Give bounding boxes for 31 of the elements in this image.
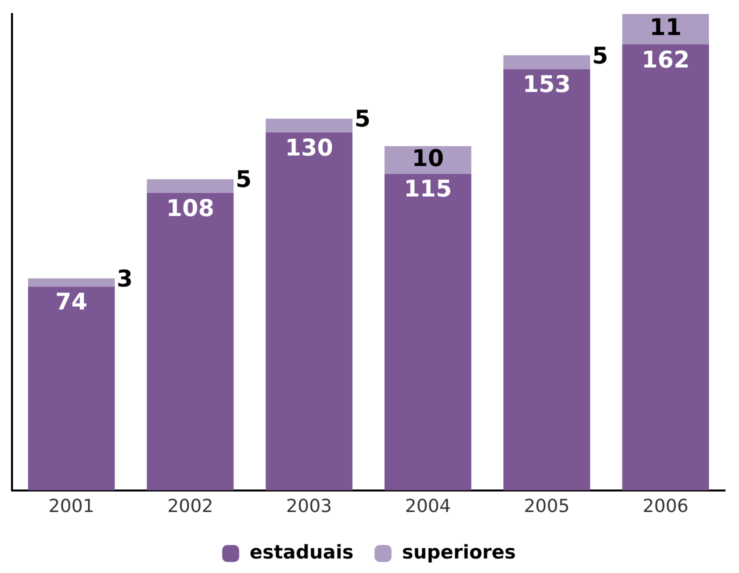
data-label: 130 [285, 135, 334, 162]
x-tick-label: 2006 [642, 496, 688, 517]
bar [266, 118, 352, 132]
legend-label: estaduais [250, 541, 354, 564]
bar [503, 55, 590, 70]
data-label: 3 [116, 266, 133, 292]
x-tick-label: 2001 [48, 496, 94, 517]
bar [622, 44, 709, 490]
bar [28, 278, 115, 287]
bar [503, 69, 590, 490]
x-tick-label: 2005 [524, 496, 570, 517]
data-label: 153 [522, 72, 571, 98]
data-label: 74 [55, 290, 88, 316]
bar [146, 192, 234, 490]
bar [28, 286, 115, 490]
bar [266, 132, 352, 490]
x-tick-label: 2002 [167, 496, 214, 517]
data-label: 11 [650, 15, 682, 42]
x-tick-label: 2004 [405, 496, 451, 517]
data-label: 108 [166, 196, 214, 222]
data-label: 10 [412, 146, 444, 172]
x-tick-label: 2003 [286, 496, 332, 517]
data-label: 115 [404, 176, 452, 203]
data-label: 5 [592, 43, 608, 70]
bar [146, 179, 234, 193]
data-label: 5 [354, 106, 370, 133]
bar [622, 14, 709, 44]
legend-label: superiores [402, 541, 516, 564]
data-label: 162 [642, 47, 690, 74]
bar [384, 174, 472, 490]
data-label: 5 [236, 167, 252, 194]
